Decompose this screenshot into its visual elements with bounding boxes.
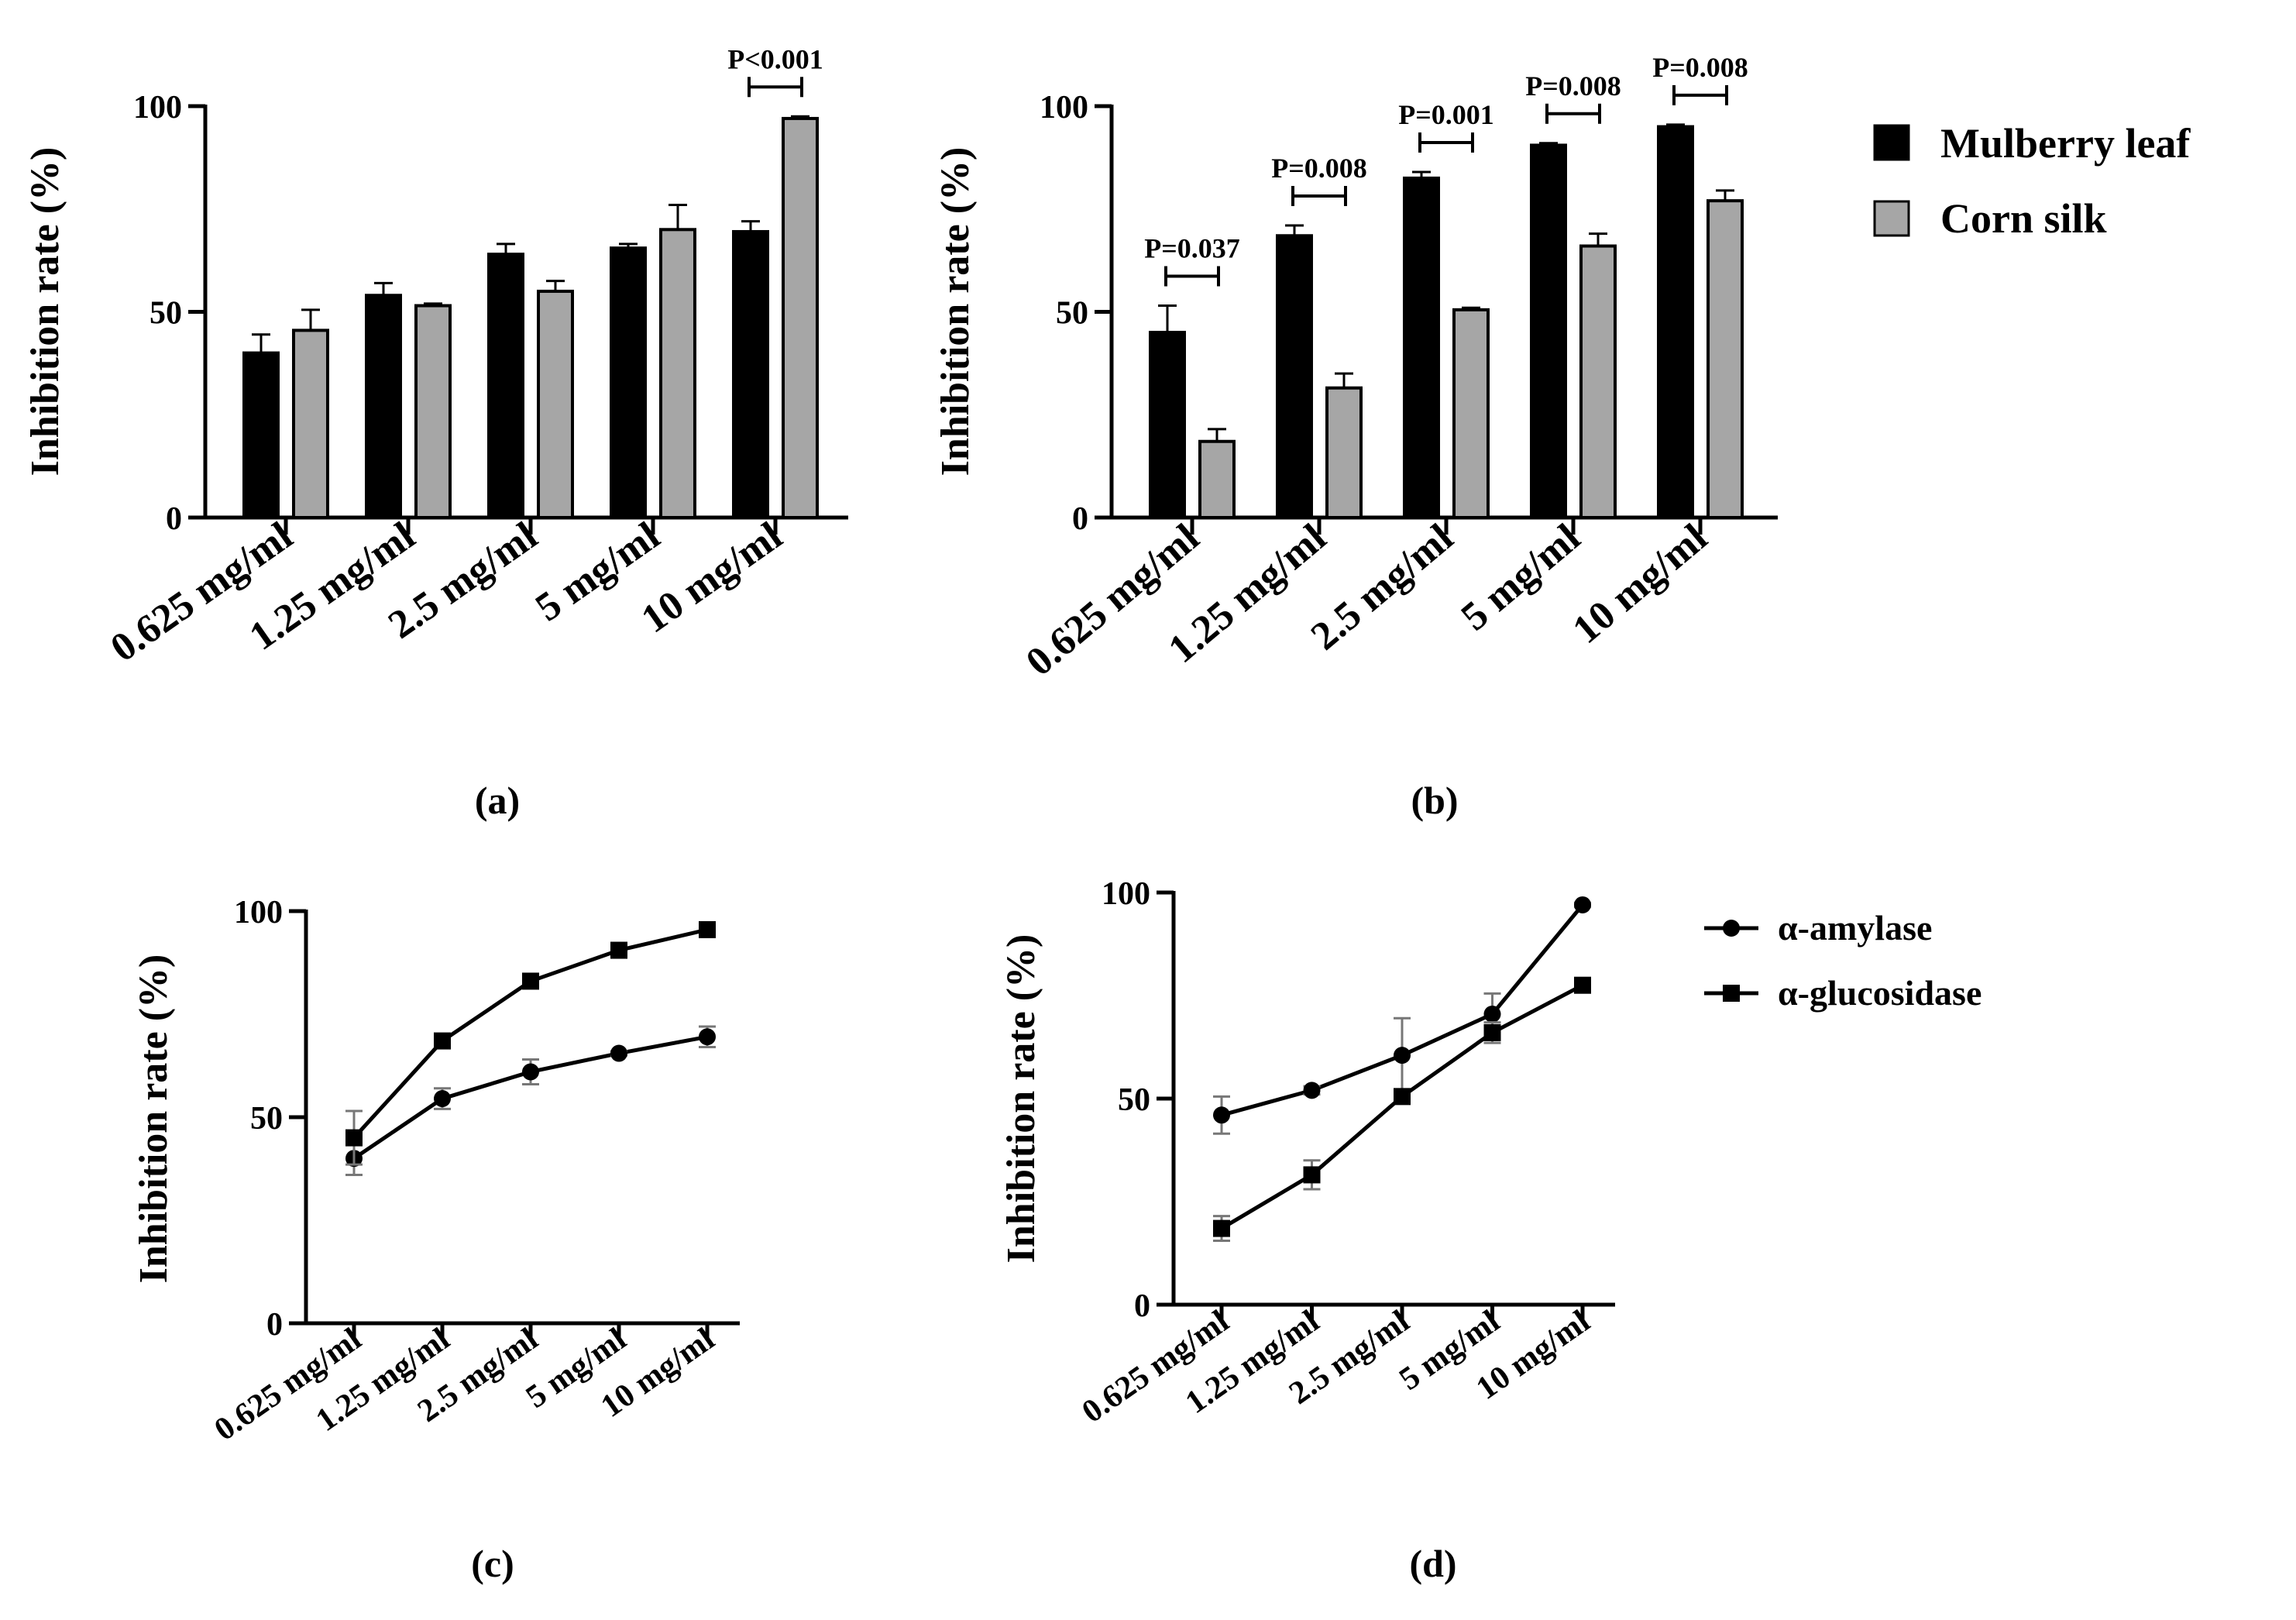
bar-corn-silk — [414, 304, 452, 519]
y-axis-label: Inhibition rate (%) — [132, 954, 176, 1284]
p-value-label: P<0.001 — [727, 43, 823, 74]
bar-corn-silk — [1198, 439, 1236, 520]
data-point-square — [1394, 1088, 1411, 1106]
bar-corn-silk — [659, 228, 696, 519]
data-point-circle — [610, 1044, 627, 1062]
legend-lines: α-amylase α-glucosidase — [1704, 908, 1982, 1013]
bar-corn-silk — [782, 116, 819, 519]
bar-corn-silk — [1579, 244, 1617, 519]
y-tick-label: 0 — [1072, 501, 1088, 537]
data-point-square — [1213, 1219, 1230, 1237]
data-point-circle — [1394, 1047, 1411, 1065]
y-tick-label: 50 — [250, 1101, 283, 1137]
bar-mulberry-leaf — [1403, 176, 1440, 520]
y-tick-label: 50 — [150, 296, 182, 332]
y-tick-label: 0 — [166, 501, 182, 537]
data-point-circle — [434, 1090, 451, 1108]
y-tick-label: 100 — [133, 90, 182, 126]
data-point-circle — [1213, 1106, 1230, 1124]
y-tick-label: 0 — [1134, 1288, 1150, 1324]
panel-label: (c) — [471, 1542, 514, 1585]
p-value-label: P=0.001 — [1398, 99, 1494, 130]
bar-corn-silk — [537, 289, 574, 519]
legend-label-alpha-amylase: α-amylase — [1778, 908, 1932, 948]
y-tick-label: 0 — [266, 1307, 283, 1343]
panel-label: (b) — [1411, 779, 1458, 822]
bar-corn-silk — [1707, 199, 1744, 519]
legend-marker-alpha-amylase — [1723, 920, 1740, 937]
legend-label-alpha-glucosidase: α-glucosidase — [1778, 973, 1982, 1013]
legend-label-corn-silk: Corn silk — [1940, 195, 2107, 242]
legend-swatch-corn-silk — [1873, 200, 1910, 237]
data-point-square — [522, 972, 539, 990]
data-point-square — [1303, 1166, 1321, 1184]
data-point-circle — [1303, 1082, 1321, 1099]
data-point-circle — [522, 1063, 539, 1081]
legend-label-mulberry-leaf: Mulberry leaf — [1940, 120, 2191, 167]
bar-mulberry-leaf — [487, 253, 524, 519]
p-value-label: P=0.008 — [1271, 153, 1367, 184]
data-point-square — [610, 941, 627, 959]
y-tick-label: 100 — [1040, 90, 1088, 126]
x-tick-label: 10 mg/ml — [1565, 516, 1716, 652]
data-point-square — [345, 1129, 363, 1147]
bar-mulberry-leaf — [732, 229, 769, 519]
bar-mulberry-leaf — [610, 246, 647, 519]
data-point-circle — [699, 1028, 716, 1046]
x-tick-label: 10 mg/ml — [634, 514, 790, 641]
p-value-label: P=0.008 — [1525, 71, 1621, 101]
y-axis-label: Inhibition rate (%) — [933, 147, 978, 476]
bar-corn-silk — [1452, 308, 1490, 519]
p-value-label: P=0.008 — [1652, 52, 1748, 83]
bar-mulberry-leaf — [1149, 331, 1186, 519]
y-tick-label: 50 — [1056, 296, 1088, 332]
y-tick-label: 50 — [1118, 1082, 1150, 1118]
bar-mulberry-leaf — [242, 351, 280, 519]
legend-marker-alpha-glucosidase — [1723, 985, 1740, 1002]
series-line-corn-silk — [352, 927, 708, 1140]
y-axis-label: Inhibition rate (%) — [23, 147, 67, 476]
data-point-square — [699, 920, 716, 938]
data-point-square — [434, 1032, 451, 1050]
bar-mulberry-leaf — [1276, 234, 1313, 519]
legend-bars: Mulberry leaf Corn silk — [1873, 120, 2191, 242]
data-point-circle — [1574, 896, 1591, 913]
y-axis-label: Inhibition rate (%) — [999, 934, 1043, 1264]
bar-corn-silk — [1325, 386, 1363, 519]
bar-mulberry-leaf — [1657, 125, 1694, 520]
p-value-label: P=0.037 — [1144, 233, 1240, 264]
data-point-square — [1483, 1023, 1501, 1041]
x-tick-label: 2.5 mg/ml — [1303, 516, 1462, 659]
panel-label: (a) — [475, 779, 520, 822]
panel-label: (d) — [1409, 1542, 1456, 1585]
data-point-square — [1574, 976, 1591, 994]
data-point-circle — [1483, 1005, 1501, 1023]
y-tick-label: 100 — [1102, 876, 1150, 912]
bar-mulberry-leaf — [1530, 143, 1567, 519]
bar-mulberry-leaf — [365, 294, 402, 519]
series-line-mulberry-leaf — [352, 1034, 708, 1161]
y-tick-label: 100 — [234, 895, 283, 930]
legend-swatch-mulberry-leaf — [1873, 124, 1910, 161]
bar-corn-silk — [292, 328, 329, 519]
